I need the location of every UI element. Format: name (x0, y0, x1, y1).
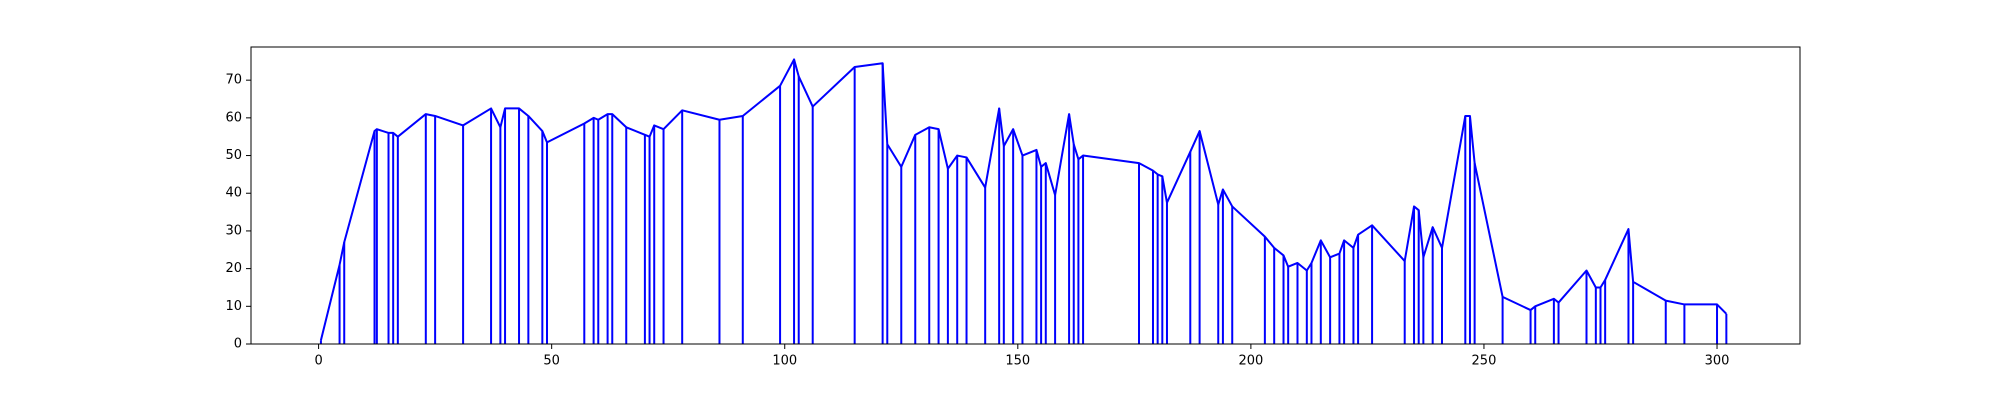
y-tick-label: 20 (225, 261, 242, 276)
x-tick-label: 50 (543, 354, 560, 369)
x-tick-label: 150 (1005, 354, 1030, 369)
y-tick-label: 70 (225, 73, 242, 88)
y-tick-label: 60 (225, 110, 242, 125)
plot-frame (250, 46, 1801, 345)
y-tick-label: 50 (225, 148, 242, 163)
x-tick-label: 100 (772, 354, 797, 369)
y-tick-label: 10 (225, 299, 242, 314)
y-tick-label: 0 (234, 337, 242, 352)
x-tick-label: 0 (314, 354, 322, 369)
y-tick-label: 30 (225, 223, 242, 238)
x-tick-label: 250 (1472, 354, 1497, 369)
y-tick-label: 40 (225, 186, 242, 201)
x-tick-label: 300 (1705, 354, 1730, 369)
line (319, 58, 1728, 341)
x-tick-label: 200 (1238, 354, 1263, 369)
